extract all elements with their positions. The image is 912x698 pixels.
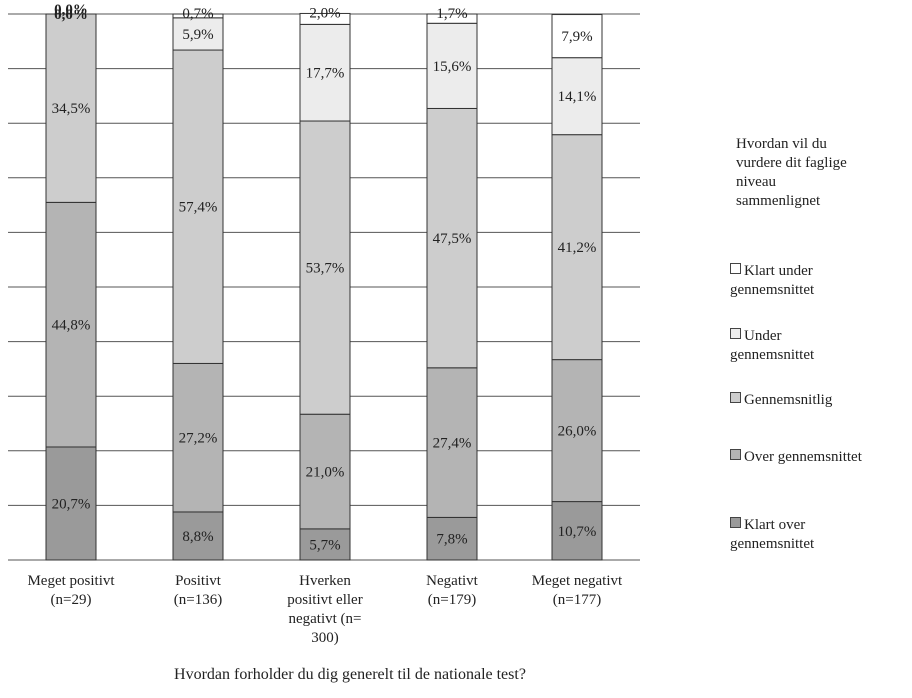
x-axis-title: Hvordan forholder du dig generelt til de… xyxy=(174,666,526,683)
legend: Hvordan vil du vurdere dit faglige nivea… xyxy=(730,135,912,552)
data-label: 8,8% xyxy=(182,529,213,545)
data-label: 17,7% xyxy=(306,66,345,82)
data-label: 27,4% xyxy=(433,436,472,452)
data-label: 53,7% xyxy=(306,261,345,277)
bar-segment xyxy=(299,23,351,122)
data-label: 21,0% xyxy=(306,465,345,481)
legend-item: Gennemsnitlig xyxy=(730,391,832,410)
x-tick-label: Positivt (n=136) xyxy=(173,573,223,608)
legend-swatch xyxy=(730,449,741,460)
data-label: 15,6% xyxy=(433,59,472,75)
data-label: 20,7% xyxy=(52,496,91,512)
bar-segment xyxy=(551,501,603,561)
legend-title: Hvordan vil du vurdere dit faglige nivea… xyxy=(736,136,847,209)
legend-item: Klart under gennemsnittet xyxy=(730,262,814,300)
legend-item: Klart over gennemsnittet xyxy=(730,516,814,554)
x-tick-label: Hverken positivt eller negativt (n= 300) xyxy=(287,573,363,646)
bar-segment xyxy=(551,14,603,59)
data-label: 34,5% xyxy=(52,101,91,117)
legend-swatch xyxy=(730,517,741,528)
data-label: 47,5% xyxy=(433,231,472,247)
data-label: 7,9% xyxy=(561,29,592,45)
data-label: 41,2% xyxy=(558,240,597,256)
bar-segment xyxy=(299,120,351,415)
x-tick-label: Meget negativt (n=177) xyxy=(531,573,623,608)
bar-segment xyxy=(45,201,97,448)
data-label: 14,1% xyxy=(558,89,597,105)
bar-segment xyxy=(426,516,478,561)
legend-label: Gennemsnitlig xyxy=(744,392,833,408)
data-label: 0,0% xyxy=(54,7,88,23)
legend-label: Klart over gennemsnittet xyxy=(730,517,815,552)
bar-segment xyxy=(172,511,224,561)
x-tick-label: Negativt (n=179) xyxy=(426,573,478,608)
legend-label: Over gennemsnittet xyxy=(744,449,862,465)
legend-swatch xyxy=(730,328,741,339)
bar-segment xyxy=(299,12,351,25)
data-label: 10,7% xyxy=(558,524,597,540)
legend-item: Over gennemsnittet xyxy=(730,448,862,467)
bar-segment xyxy=(551,359,603,503)
legend-item: Under gennemsnittet xyxy=(730,327,814,365)
data-label: 7,8% xyxy=(436,532,467,548)
legend-swatch xyxy=(730,392,741,403)
x-tick-label: Meget positivt (n=29) xyxy=(27,573,115,608)
data-label: 26,0% xyxy=(558,424,597,440)
data-label: 27,2% xyxy=(179,431,218,447)
data-label: 2,0% xyxy=(309,5,340,21)
bar-segment xyxy=(299,413,351,530)
bar-segment xyxy=(45,13,97,203)
bar-segment xyxy=(45,446,97,561)
bar-segment xyxy=(426,13,478,24)
bar-segment xyxy=(172,13,224,19)
legend-swatch xyxy=(730,263,741,274)
bar-segment xyxy=(551,57,603,136)
data-label: 0,0% xyxy=(54,2,88,18)
legend-label: Under gennemsnittet xyxy=(730,328,815,363)
bar-segment xyxy=(172,362,224,513)
data-label: 5,7% xyxy=(309,537,340,553)
data-label: 57,4% xyxy=(179,200,218,216)
bar-segment xyxy=(426,22,478,109)
data-label: 5,9% xyxy=(182,27,213,43)
data-label: 0,7% xyxy=(182,6,213,22)
data-label: 44,8% xyxy=(52,318,91,334)
legend-label: Klart under gennemsnittet xyxy=(730,263,815,298)
data-label: 1,7% xyxy=(436,6,467,22)
